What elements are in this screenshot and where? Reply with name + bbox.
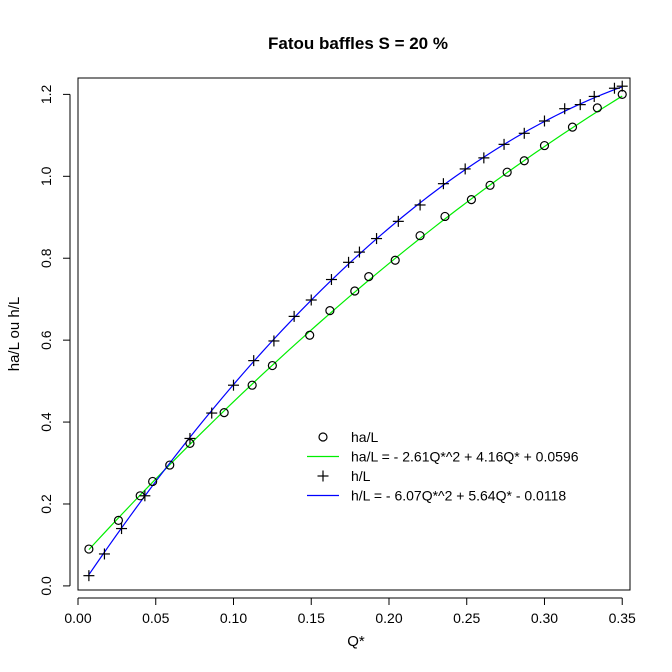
data-point-circle — [219, 408, 229, 418]
series-layer — [83, 80, 628, 582]
legend: ha/L ha/L = - 2.61Q*^2 + 4.16Q* + 0.0596 h… — [307, 429, 579, 504]
y-axis: 0.0 0.2 0.4 0.6 0.8 1.0 1.2 — [38, 84, 71, 596]
data-point-circle — [148, 476, 158, 487]
chart-title: Fatou baffles S = 20 % — [268, 34, 448, 53]
data-point-circle — [415, 231, 425, 241]
x-tick-label: 0.20 — [375, 610, 402, 626]
x-axis: 0.00 0.05 0.10 0.15 0.20 0.25 0.30 0.35 — [64, 597, 636, 626]
legend-item: h/L — [317, 468, 371, 484]
data-point-plus — [414, 199, 426, 211]
legend-item: h/L = - 6.07Q*^2 + 5.64Q* - 0.0118 — [307, 488, 566, 504]
y-axis-label: ha/L ou h/L — [6, 297, 23, 372]
data-point-plus — [343, 256, 355, 268]
y-tick-label: 0.2 — [38, 494, 54, 514]
data-point-circle — [390, 255, 400, 265]
y-tick-label: 1.0 — [38, 166, 54, 186]
data-point-plus — [184, 432, 196, 444]
data-point-circle — [305, 330, 315, 340]
data-point-plus — [616, 80, 628, 92]
data-point-plus — [518, 127, 530, 139]
data-point-plus — [139, 490, 151, 502]
data-point-circle — [350, 286, 360, 296]
data-point-circle — [485, 180, 495, 190]
data-point-plus — [459, 163, 471, 175]
x-tick-label: 0.05 — [142, 610, 169, 626]
data-point-circle — [84, 544, 94, 554]
data-point-plus — [588, 90, 600, 102]
data-point-plus — [305, 294, 317, 306]
legend-label: ha/L — [351, 429, 378, 445]
legend-label: h/L — [351, 468, 371, 484]
data-point-plus — [268, 335, 280, 347]
y-tick-label: 0.0 — [38, 576, 54, 596]
data-point-plus — [83, 570, 95, 582]
data-point-circle — [165, 460, 175, 470]
y-tick-label: 1.2 — [38, 84, 54, 104]
data-point-circle — [567, 122, 578, 132]
x-tick-label: 0.15 — [298, 610, 325, 626]
data-point-circle — [466, 195, 476, 205]
y-tick-label: 0.6 — [38, 330, 54, 350]
data-point-plus — [353, 246, 365, 258]
legend-label: h/L = - 6.07Q*^2 + 5.64Q* - 0.0118 — [351, 488, 566, 504]
x-tick-label: 0.00 — [64, 610, 91, 626]
data-point-circle — [364, 272, 374, 282]
data-point-circle — [440, 211, 450, 222]
data-point-plus — [98, 548, 110, 560]
data-point-plus — [227, 379, 239, 391]
data-point-circle — [113, 515, 124, 525]
data-point-circle — [592, 103, 602, 113]
legend-item: ha/L = - 2.61Q*^2 + 4.16Q* + 0.0596 — [307, 449, 579, 465]
y-tick-label: 0.8 — [38, 248, 54, 268]
legend-symbol-plus — [317, 470, 329, 482]
x-tick-label: 0.35 — [609, 610, 636, 626]
data-point-plus — [608, 82, 620, 94]
data-point-plus — [371, 233, 383, 245]
data-point-plus — [574, 99, 586, 111]
data-point-plus — [325, 274, 337, 286]
data-point-plus — [116, 523, 128, 535]
data-point-plus — [206, 407, 218, 419]
x-tick-label: 0.30 — [531, 610, 558, 626]
data-point-plus — [437, 178, 449, 190]
data-point-plus — [498, 138, 510, 150]
legend-label: ha/L = - 2.61Q*^2 + 4.16Q* + 0.0596 — [351, 449, 579, 465]
data-point-circle — [325, 306, 335, 316]
data-point-circle — [247, 380, 257, 390]
data-point-circle — [519, 156, 529, 166]
legend-symbol-circle — [318, 432, 328, 442]
plot-frame — [77, 77, 631, 591]
x-tick-label: 0.10 — [220, 610, 247, 626]
data-point-circle — [267, 360, 277, 371]
data-point-plus — [559, 103, 571, 115]
x-tick-label: 0.25 — [453, 610, 480, 626]
fit-line — [88, 95, 623, 551]
fit-line — [88, 86, 623, 576]
data-point-plus — [538, 115, 550, 127]
data-point-circle — [539, 140, 550, 151]
data-point-circle — [502, 167, 512, 177]
legend-item: ha/L — [318, 429, 378, 445]
data-point-plus — [392, 215, 404, 227]
data-point-plus — [478, 152, 490, 164]
data-point-plus — [248, 355, 260, 367]
data-point-plus — [288, 310, 300, 322]
y-tick-label: 0.4 — [38, 412, 54, 432]
x-axis-label: Q* — [347, 633, 365, 650]
